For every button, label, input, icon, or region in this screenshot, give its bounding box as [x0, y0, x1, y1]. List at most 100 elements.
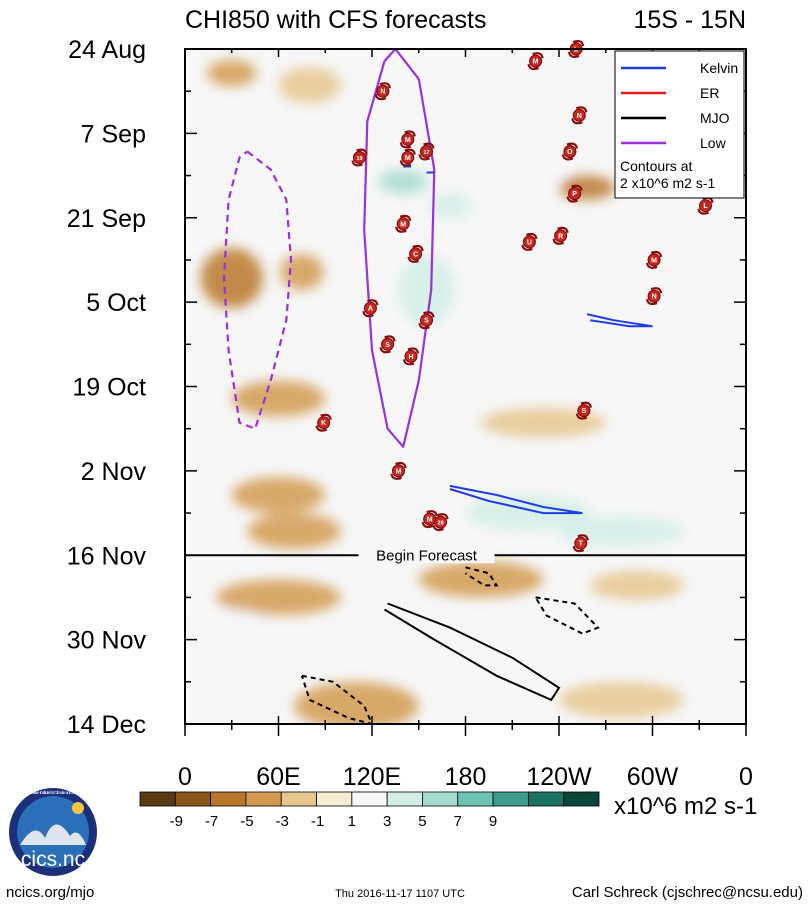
colorbar-swatch	[351, 791, 388, 807]
colorbar-swatch	[280, 791, 317, 807]
storm-marker: M	[527, 52, 544, 71]
forecast-label: Begin Forecast	[376, 547, 478, 564]
shading-blob	[378, 169, 429, 194]
shading-blob	[280, 253, 324, 291]
shading-blob	[206, 59, 257, 87]
storm-marker: 19	[351, 148, 368, 167]
storm-marker-label: M	[396, 468, 402, 475]
storm-marker: M	[646, 250, 663, 269]
storm-marker-dot	[376, 84, 390, 98]
storm-marker-dot	[420, 145, 433, 158]
legend-note-line1: Contours at	[620, 158, 692, 174]
shading-blob	[231, 476, 326, 514]
storm-marker-label: N	[577, 113, 582, 120]
shading-blob	[428, 193, 472, 218]
colorbar-label: 3	[383, 813, 391, 830]
storm-marker-dot	[574, 536, 588, 550]
colorbar-swatch	[245, 791, 282, 807]
colorbar-label: 5	[418, 813, 426, 830]
cyclone-icon	[421, 510, 438, 529]
colorbar-label: -5	[240, 813, 253, 830]
cyclone-icon	[351, 148, 368, 167]
kelvin-contour	[449, 484, 583, 515]
colorbar-label: -9	[170, 813, 183, 830]
legend-label: Low	[700, 135, 727, 151]
x-tick-label: 60E	[256, 763, 300, 791]
storm-marker: N	[646, 287, 663, 306]
storm-marker: M	[399, 148, 416, 167]
storm-marker-label: M	[651, 257, 657, 264]
storm-marker-label: C	[413, 251, 418, 258]
cics-logo: Cooperative Institute for Climate and Sa…	[9, 788, 97, 876]
y-tick-label: 14 Dec	[67, 711, 146, 739]
storm-marker-label: O	[567, 149, 573, 156]
storm-marker-dot	[568, 187, 582, 201]
storm-marker: S	[418, 311, 435, 330]
mjo-contour	[300, 674, 374, 724]
cyclone-icon	[527, 52, 544, 71]
storm-marker-dot	[317, 416, 331, 430]
legend-box	[614, 50, 745, 199]
cyclone-icon	[362, 299, 379, 318]
y-tick-label: 16 Nov	[67, 542, 147, 570]
y-tick-label: 2 Nov	[81, 458, 147, 486]
colorbar: -9 -7 -5 -3 -1 1 3 5 7 9 x10^6 m2 s-1	[139, 791, 757, 830]
shading-blob	[418, 561, 544, 598]
mjo-contour	[534, 596, 600, 635]
colorbar-swatch	[386, 791, 423, 807]
shading-blob	[465, 494, 591, 532]
storm-marker-label: N	[652, 294, 657, 301]
y-tick-label: 24 Aug	[68, 36, 146, 64]
colorbar-swatch	[492, 791, 529, 807]
storm-marker-label: M	[427, 517, 433, 524]
storm-marker: L	[697, 196, 714, 215]
logo-ring-text: Cooperative Institute for Climate and Sa…	[22, 790, 84, 795]
cyclone-icon	[572, 534, 589, 553]
footer-url: ncics.org/mjo	[6, 884, 94, 901]
cyclone-icon	[418, 142, 435, 161]
storm-marker-label: S	[385, 342, 390, 349]
storm-marker-dot	[401, 132, 415, 146]
shading-blob	[231, 380, 326, 417]
cyclone-icon	[646, 250, 663, 269]
shading-blob	[418, 443, 513, 474]
legend: Kelvin ER MJO Low Contours at 2 x10^6 m2 s-…	[614, 50, 745, 199]
shading-blob	[449, 645, 544, 682]
cyclone-icon	[402, 347, 420, 366]
storm-marker-dot	[381, 337, 395, 351]
legend-note-line2: 2 x10^6 m2 s-1	[620, 175, 715, 191]
shading-blob	[381, 368, 425, 405]
colorbar-label: -3	[276, 813, 289, 830]
colorbar-swatch	[174, 791, 212, 807]
shading-blob	[278, 67, 341, 104]
colorbar-label: 1	[348, 813, 356, 830]
storm-marker: C	[407, 244, 424, 263]
shading-blob	[200, 247, 263, 309]
storm-marker-dot	[572, 108, 586, 122]
mjo-contour	[464, 566, 499, 587]
cyclone-icon	[379, 335, 396, 354]
storm-marker-dot	[554, 229, 568, 243]
storm-marker-label: P	[572, 191, 577, 198]
colorbar-units: x10^6 m2 s-1	[614, 793, 757, 820]
storm-marker-label: S	[424, 318, 429, 325]
storm-marker: R	[552, 226, 569, 245]
colorbar-swatch	[316, 791, 353, 807]
storm-marker: M	[399, 130, 416, 149]
storm-marker-dot	[396, 217, 410, 231]
y-tick-label: 21 Sep	[67, 205, 146, 233]
colorbar-label: -7	[205, 813, 218, 830]
chart-subtitle: 15S - 15N	[633, 6, 746, 34]
cyclone-icon	[315, 413, 332, 432]
storm-marker-label: 19	[356, 156, 362, 162]
storm-marker: N	[571, 106, 588, 125]
storm-marker-label: M	[400, 221, 406, 228]
logo-text: cics.nc	[21, 848, 85, 871]
cyclone-icon	[418, 311, 435, 330]
storm-marker-label: R	[558, 233, 563, 240]
cyclone-icon	[374, 82, 391, 101]
legend-label: MJO	[700, 110, 730, 126]
cyclone-icon	[561, 142, 578, 161]
